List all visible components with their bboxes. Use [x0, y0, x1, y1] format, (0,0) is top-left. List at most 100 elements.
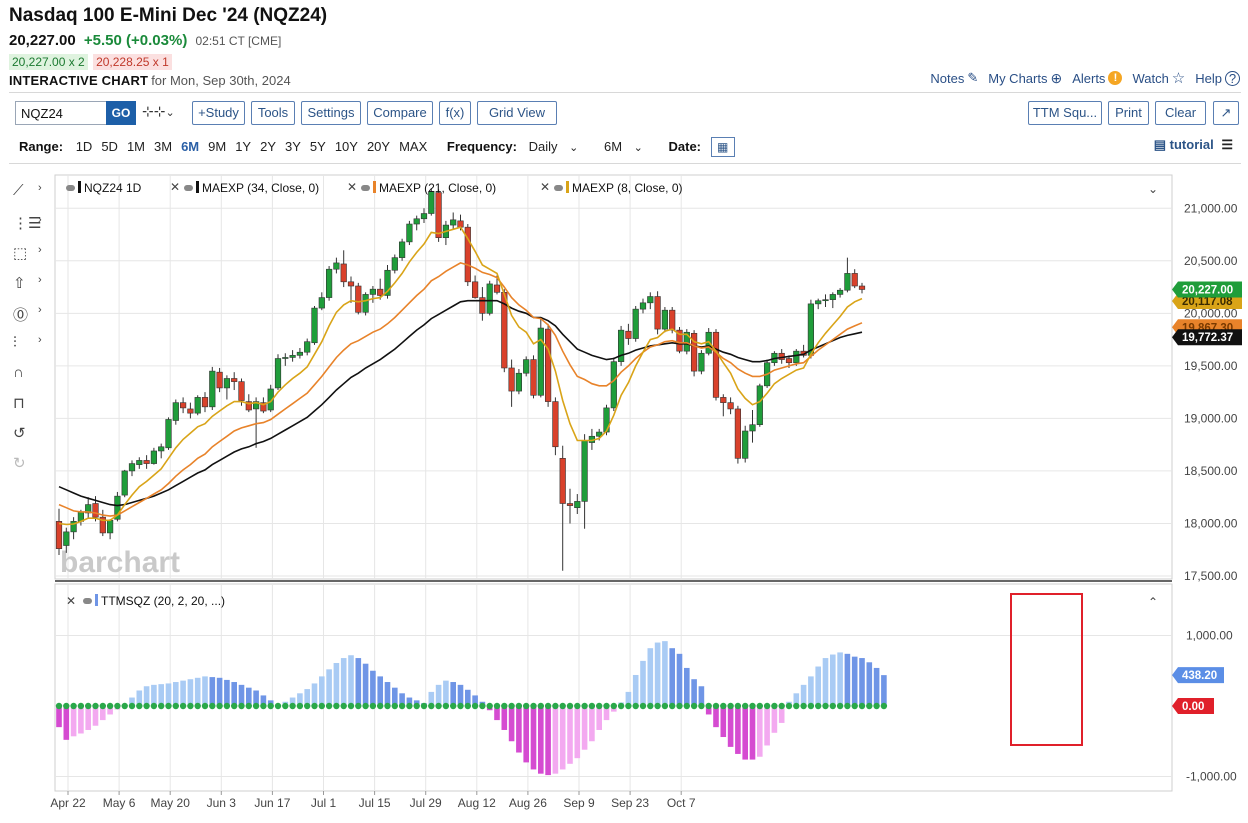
chart-type-select[interactable]: ⊹⊹⌄ [142, 103, 175, 120]
trendline-tool[interactable]: ⟋ › [10, 182, 44, 204]
grid-view-button[interactable]: Grid View [477, 101, 557, 125]
candle-body [829, 294, 836, 300]
pencil-icon: ✎ [967, 70, 979, 85]
period-select[interactable]: 6M ⌄ [603, 139, 643, 154]
histogram-bar [304, 689, 310, 706]
range-option[interactable]: MAX [399, 139, 428, 154]
candle-body [92, 503, 99, 518]
squeeze-dot [617, 702, 625, 710]
magnet-tool[interactable]: ∩ [10, 364, 44, 386]
histogram-bar [567, 706, 573, 764]
squeeze-dot [216, 702, 223, 710]
undo-tool[interactable]: ↺ [10, 424, 44, 446]
go-button[interactable]: GO [106, 101, 136, 125]
histogram-bar [574, 706, 581, 759]
range-option[interactable]: 9M [208, 139, 227, 154]
price-pane [54, 174, 1173, 580]
compare-button[interactable]: Compare [367, 101, 433, 125]
squeeze-dot [106, 702, 114, 710]
histogram-bar [355, 658, 362, 706]
tutorial-link[interactable]: ▤ tutorial ☰ [1153, 137, 1233, 152]
notes-link[interactable]: Notes ✎ [930, 70, 979, 86]
my-charts-link[interactable]: My Charts ⊕ [988, 69, 1063, 86]
squeeze-dot [493, 702, 501, 710]
squeeze-dot [296, 702, 304, 710]
candle-body [260, 402, 267, 412]
squeeze-dot [880, 702, 888, 710]
eye-icon [554, 185, 563, 191]
expand-button[interactable]: ↗ [1213, 101, 1239, 125]
y-tick-label: 20,500.00 [1184, 254, 1238, 268]
shape-tool[interactable]: ⬚ › [10, 244, 44, 266]
settings-button[interactable]: Settings [301, 101, 361, 125]
histogram-bar [435, 684, 442, 706]
range-option[interactable]: 1Y [235, 139, 252, 154]
histogram-bar [508, 706, 515, 742]
candle-body [749, 424, 756, 432]
y-tick-label: 20,000.00 [1184, 306, 1238, 320]
histogram-bar [815, 666, 821, 706]
range-option[interactable]: 20Y [366, 139, 391, 154]
clear-button[interactable]: Clear [1155, 101, 1206, 125]
histogram-bar [822, 658, 829, 706]
zero-label-text: 0.00 [1182, 701, 1204, 713]
range-option[interactable]: 1M [126, 139, 145, 154]
top-links: Notes ✎ My Charts ⊕ Alerts! Watch ☆ Help? [930, 69, 1240, 87]
histogram-bar [632, 674, 639, 706]
range-option[interactable]: 6M [181, 139, 200, 154]
watch-link[interactable]: Watch ☆ [1132, 70, 1186, 87]
study-button[interactable]: +Study [192, 101, 245, 125]
help-link[interactable]: Help? [1195, 69, 1240, 87]
ttm-squeeze-button[interactable]: TTM Squ... [1028, 101, 1102, 125]
range-option[interactable]: 1D [75, 139, 93, 154]
function-button[interactable]: f(x) [439, 101, 471, 125]
print-button[interactable]: Print [1108, 101, 1149, 125]
alerts-link[interactable]: Alerts! [1072, 69, 1123, 87]
squeeze-dot [610, 702, 617, 710]
annotation-tool[interactable]: ⓪ › [10, 304, 44, 326]
histogram-bar [800, 684, 807, 706]
range-option[interactable]: 5D [101, 139, 118, 154]
squeeze-dot [807, 702, 815, 710]
range-option[interactable]: 3M [154, 139, 173, 154]
squeeze-dot [238, 702, 245, 710]
candle-body [734, 408, 741, 459]
candle-body [267, 388, 274, 411]
squeeze-dot [289, 702, 296, 710]
candle-body [143, 460, 150, 464]
candle-body [223, 378, 231, 389]
squeeze-dot [639, 702, 647, 710]
candle-body [793, 350, 800, 364]
histogram-bar [100, 706, 106, 721]
squeeze-dot [304, 702, 311, 710]
lock-tool[interactable]: ⊓ [10, 394, 44, 416]
arrow-tool[interactable]: ⇧ › [10, 274, 44, 296]
calendar-icon[interactable]: ▦ [710, 137, 735, 157]
histogram-bar [297, 693, 303, 706]
chevron-right-icon: › [38, 334, 42, 346]
squeeze-dot [158, 702, 165, 710]
tools-button[interactable]: Tools [251, 101, 295, 125]
redo-tool[interactable]: ↻ [10, 454, 44, 476]
measure-tool[interactable]: ⫶ › [10, 334, 44, 356]
zero-label [1172, 698, 1214, 714]
range-option[interactable]: 10Y [334, 139, 358, 154]
histogram-bar [246, 687, 252, 706]
range-option[interactable]: 5Y [309, 139, 326, 154]
page-title: Nasdaq 100 E-Mini Dec '24 (NQZ24) [9, 5, 328, 26]
candle-body [85, 504, 92, 514]
histogram-bar [859, 658, 865, 706]
squeeze-dot [537, 702, 544, 710]
y-tick-label: 21,000.00 [1184, 201, 1238, 215]
fib-tool[interactable]: ⋮☰ › [10, 214, 44, 236]
range-option[interactable]: 3Y [285, 139, 301, 154]
candle-body [99, 516, 106, 534]
frequency-select[interactable]: Daily ⌄ [528, 139, 579, 154]
squeeze-dot [267, 702, 274, 710]
last-price-label-text: 20,227.00 [1182, 284, 1233, 296]
y-tick-label: 17,500.00 [1184, 569, 1238, 583]
histogram-bar [78, 706, 84, 734]
ask-value: 20,228.25 x 1 [93, 54, 172, 70]
range-option[interactable]: 2Y [260, 139, 276, 154]
